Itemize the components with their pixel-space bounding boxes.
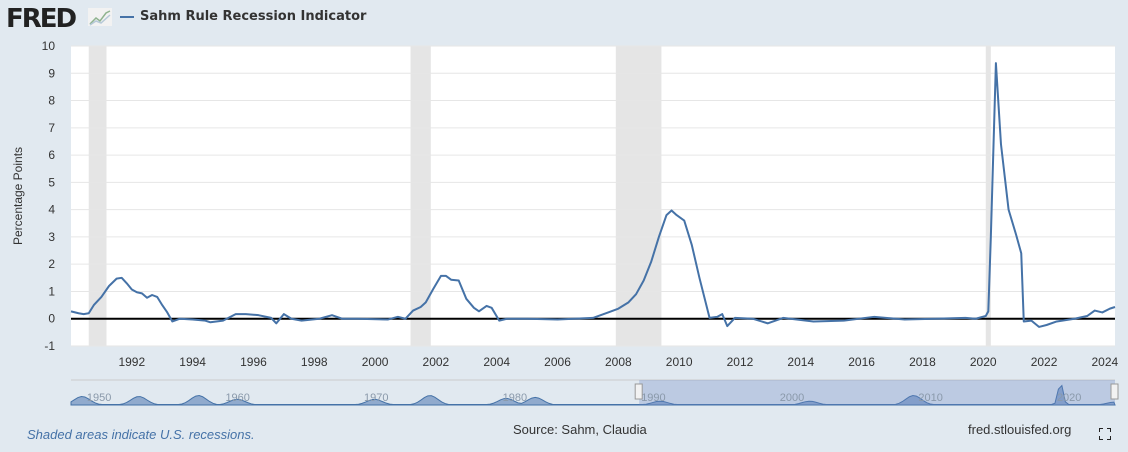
site-link[interactable]: fred.stlouisfed.org <box>968 422 1072 437</box>
navigator-label: 1990 <box>641 392 665 404</box>
legend-swatch <box>120 15 134 18</box>
navigator-series <box>70 384 1116 406</box>
line-chart-icon <box>88 8 112 26</box>
x-tick-label: 2016 <box>848 355 875 369</box>
y-tick-label: 4 <box>48 203 55 217</box>
y-tick-label: 5 <box>48 175 55 189</box>
navigator-handle[interactable] <box>634 383 643 400</box>
y-tick-label: 9 <box>48 66 55 80</box>
x-tick-label: 1996 <box>240 355 267 369</box>
recession-band <box>88 46 107 346</box>
navigator-label: 1980 <box>503 392 527 404</box>
y-tick-label: 0 <box>48 312 55 326</box>
y-tick-label: 10 <box>42 39 56 53</box>
y-axis-label: Percentage Points <box>11 147 25 245</box>
x-tick-label: 2022 <box>1031 355 1058 369</box>
recession-band <box>410 46 431 346</box>
y-tick-label: -1 <box>44 339 55 353</box>
x-tick-label: 1994 <box>179 355 206 369</box>
fullscreen-icon[interactable] <box>1099 428 1111 440</box>
plot-area <box>71 46 1115 346</box>
x-tick-label: 1992 <box>118 355 145 369</box>
x-tick-label: 2024 <box>1092 355 1119 369</box>
x-tick-label: 1998 <box>301 355 328 369</box>
x-tick-label: 2008 <box>605 355 632 369</box>
recession-note: Shaded areas indicate U.S. recessions. <box>27 427 255 442</box>
y-tick-label: 2 <box>48 257 55 271</box>
x-tick-label: 2010 <box>666 355 693 369</box>
navigator-label: 1970 <box>364 392 388 404</box>
x-tick-label: 2004 <box>483 355 510 369</box>
navigator-handle[interactable] <box>1110 383 1119 400</box>
navigator-label: 1950 <box>87 392 111 404</box>
navigator-label: 2010 <box>918 392 942 404</box>
y-tick-label: 7 <box>48 121 55 135</box>
y-tick-label: 3 <box>48 230 55 244</box>
navigator-label: 2020 <box>1057 392 1081 404</box>
series-title: Sahm Rule Recession Indicator <box>140 9 367 24</box>
x-tick-label: 2012 <box>727 355 754 369</box>
x-tick-label: 2000 <box>362 355 389 369</box>
navigator-label: 2000 <box>780 392 804 404</box>
x-tick-label: 2006 <box>544 355 571 369</box>
fred-logo[interactable]: FRED <box>6 4 77 34</box>
y-tick-label: 1 <box>48 284 55 298</box>
chart: -1 0 1 2 3 4 5 6 7 8 9 10 1992 1994 1996 1998 2000 2002 20… <box>11 39 1119 406</box>
x-tick-label: 2002 <box>423 355 450 369</box>
y-tick-label: 8 <box>48 94 55 108</box>
recession-band <box>615 46 662 346</box>
x-tick-label: 2018 <box>909 355 936 369</box>
legend: Sahm Rule Recession Indicator <box>120 9 366 24</box>
navigator-label: 1960 <box>225 392 249 404</box>
x-tick-label: 2014 <box>787 355 814 369</box>
y-tick-label: 6 <box>48 148 55 162</box>
source-text: Source: Sahm, Claudia <box>513 422 647 437</box>
series-line <box>70 62 1116 328</box>
recession-band <box>985 46 991 346</box>
navigator-selection <box>639 380 1115 405</box>
x-tick-label: 2020 <box>970 355 997 369</box>
